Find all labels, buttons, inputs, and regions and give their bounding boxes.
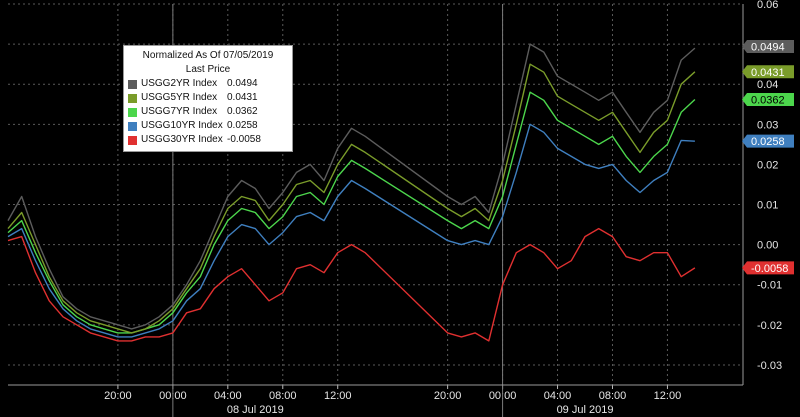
legend-series-name: USGG7YR Index <box>141 106 218 117</box>
legend-entry: USGG30YR Index -0.0058 <box>128 133 288 147</box>
x-tick-label: 04:00 <box>214 390 242 402</box>
legend-series-name: USGG10YR Index <box>141 120 223 131</box>
legend-series-name: USGG30YR Index <box>141 134 223 145</box>
last-price-label: 0.0258 <box>751 136 785 148</box>
legend-series-value: 0.0362 <box>227 106 258 117</box>
legend-swatch <box>128 79 137 89</box>
last-price-label: 0.0362 <box>751 94 785 106</box>
series-line <box>7 123 695 338</box>
last-price-tag <box>742 261 794 275</box>
x-tick-label: 20:00 <box>104 390 132 402</box>
legend-swatch <box>128 93 137 103</box>
legend-series-name: USGG2YR Index <box>141 78 218 89</box>
x-tick-label: 04:00 <box>544 390 572 402</box>
x-tick-label: 12:00 <box>324 390 352 402</box>
legend-swatch <box>128 121 137 131</box>
y-tick-label: -0.02 <box>757 320 782 332</box>
series-line <box>7 91 696 334</box>
y-tick-label: 0.04 <box>757 79 778 91</box>
y-tick-label: -0.01 <box>757 280 782 292</box>
x-tick-label: 12:00 <box>654 390 682 402</box>
date-label: 09 Jul 2019 <box>557 404 614 416</box>
legend-subtitle: Last Price <box>185 64 231 75</box>
date-label: 08 Jul 2019 <box>227 404 284 416</box>
y-tick-label: 0.03 <box>757 119 778 131</box>
legend-series-name: USGG5YR Index <box>141 92 218 103</box>
y-tick-label: 0.02 <box>757 159 778 171</box>
legend-swatch <box>128 135 137 145</box>
x-tick-label: 20:00 <box>434 390 462 402</box>
legend-series-value: 0.0494 <box>227 78 258 89</box>
legend-entry: USGG5YR Index 0.0431 <box>128 91 288 105</box>
legend-series-value: -0.0058 <box>227 134 261 145</box>
last-price-label: 0.0431 <box>751 67 785 79</box>
legend-swatch <box>128 107 137 117</box>
series-line <box>7 43 696 330</box>
y-tick-label: 0.01 <box>757 200 778 212</box>
x-tick-label: 08:00 <box>599 390 627 402</box>
legend-entry: USGG7YR Index 0.0362 <box>128 105 288 119</box>
legend-entry: USGG10YR Index 0.0258 <box>128 119 288 133</box>
series-line <box>7 63 696 334</box>
legend: Normalized As Of 07/05/2019 Last Price U… <box>123 45 293 152</box>
last-price-tag <box>742 40 794 54</box>
last-price-label: -0.0058 <box>751 263 788 275</box>
legend-entry: USGG2YR Index 0.0494 <box>128 77 288 91</box>
last-price-label: 0.0494 <box>751 42 785 54</box>
last-price-tag <box>742 92 794 106</box>
y-tick-label: 0.00 <box>757 240 778 252</box>
legend-series-value: 0.0258 <box>227 120 258 131</box>
series-line <box>7 227 696 342</box>
last-price-tag <box>742 65 794 79</box>
last-price-tag <box>742 134 794 148</box>
y-tick-label: 0.06 <box>757 0 778 11</box>
x-tick-label: 08:00 <box>269 390 297 402</box>
legend-title: Normalized As Of 07/05/2019 <box>142 50 274 61</box>
y-tick-label: -0.03 <box>757 360 782 372</box>
legend-series-value: 0.0431 <box>227 92 258 103</box>
